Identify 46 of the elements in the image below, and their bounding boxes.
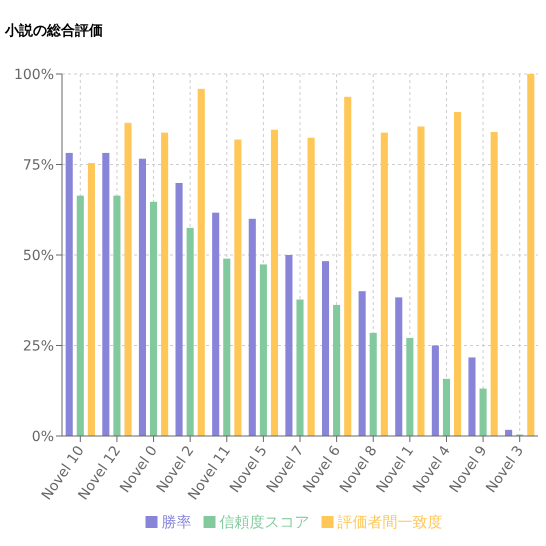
bar bbox=[260, 264, 267, 436]
bar bbox=[150, 202, 158, 436]
chart-title: 小説の総合評価 bbox=[4, 22, 103, 39]
bar bbox=[322, 261, 330, 436]
bar bbox=[270, 130, 278, 436]
bar bbox=[76, 196, 84, 436]
bar bbox=[395, 297, 402, 436]
bar bbox=[406, 338, 414, 436]
bar bbox=[198, 88, 205, 436]
bar bbox=[480, 388, 487, 436]
bar bbox=[454, 112, 462, 436]
bar bbox=[308, 138, 315, 436]
bar bbox=[161, 132, 168, 436]
bar bbox=[285, 255, 292, 436]
bar bbox=[344, 96, 352, 436]
y-tick-label: 75% bbox=[22, 158, 54, 174]
y-tick-label: 25% bbox=[22, 338, 54, 354]
bar bbox=[124, 122, 132, 436]
bar bbox=[333, 304, 340, 436]
bar bbox=[223, 258, 230, 436]
bar bbox=[442, 378, 450, 436]
bar bbox=[88, 163, 95, 436]
bar bbox=[370, 332, 377, 436]
y-tick-label: 0% bbox=[32, 429, 54, 445]
bar bbox=[66, 152, 73, 436]
bar bbox=[186, 228, 194, 436]
bar bbox=[113, 196, 120, 436]
bar bbox=[527, 74, 534, 436]
y-tick-label: 50% bbox=[22, 248, 54, 264]
bar bbox=[417, 126, 424, 436]
bar bbox=[296, 300, 304, 436]
bar bbox=[102, 152, 110, 436]
bar bbox=[212, 212, 220, 436]
bar bbox=[358, 291, 366, 436]
bar bbox=[234, 140, 242, 436]
legend-label: 信頼度スコア bbox=[220, 513, 310, 531]
legend-label: 勝率 bbox=[162, 513, 192, 531]
bar bbox=[248, 218, 256, 436]
bar bbox=[468, 357, 476, 436]
bar bbox=[432, 346, 439, 436]
bar bbox=[380, 132, 388, 436]
bar bbox=[176, 182, 183, 436]
legend-label: 評価者間一致度 bbox=[338, 513, 442, 531]
bar bbox=[138, 158, 146, 436]
bar bbox=[490, 132, 498, 436]
y-tick-label: 100% bbox=[14, 67, 54, 83]
